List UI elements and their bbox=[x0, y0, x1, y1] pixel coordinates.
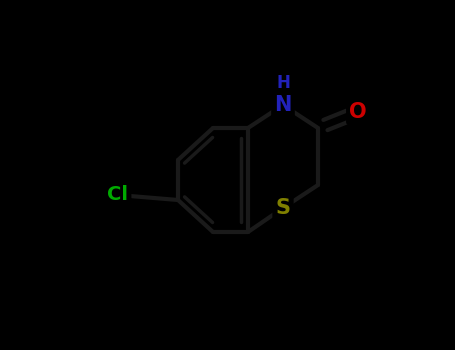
Text: O: O bbox=[349, 102, 367, 122]
Text: S: S bbox=[275, 198, 290, 218]
Text: Cl: Cl bbox=[107, 186, 128, 204]
Text: N: N bbox=[274, 95, 292, 115]
Text: H: H bbox=[276, 74, 290, 92]
